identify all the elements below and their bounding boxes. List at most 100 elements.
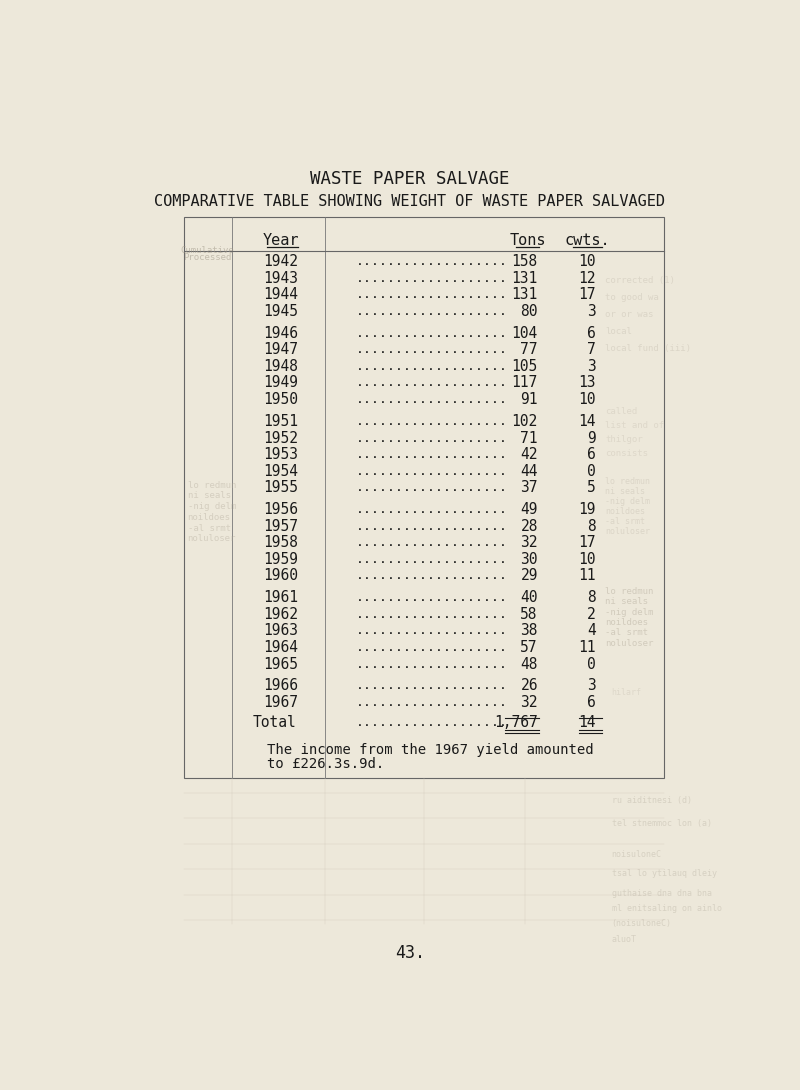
Text: 8: 8 — [587, 591, 596, 605]
Text: aluoT: aluoT — [611, 935, 637, 944]
Text: 158: 158 — [512, 254, 538, 269]
Text: ...................: ................... — [356, 481, 508, 494]
Text: 58: 58 — [520, 607, 538, 622]
Text: thilgor: thilgor — [606, 435, 643, 444]
Text: 77: 77 — [520, 342, 538, 358]
Text: 105: 105 — [512, 359, 538, 374]
Text: 57: 57 — [520, 640, 538, 655]
Text: 14: 14 — [578, 414, 596, 429]
Text: noisuloneC: noisuloneC — [611, 850, 662, 859]
Text: 1957: 1957 — [263, 519, 298, 534]
Text: ru aiditnesi (d): ru aiditnesi (d) — [611, 796, 691, 806]
Text: ...................: ................... — [356, 608, 508, 621]
Text: Total: Total — [253, 715, 296, 730]
Text: ...................: ................... — [356, 327, 508, 340]
Text: to good wa: to good wa — [606, 293, 659, 302]
Text: ...................: ................... — [356, 591, 508, 604]
Text: 6: 6 — [587, 447, 596, 462]
Text: 17: 17 — [578, 535, 596, 550]
Text: lo redmun: lo redmun — [187, 481, 236, 489]
Text: or or was: or or was — [606, 311, 654, 319]
Text: called: called — [606, 408, 638, 416]
Text: cwts.: cwts. — [565, 232, 610, 247]
Text: Processed: Processed — [183, 253, 232, 263]
Text: 1960: 1960 — [263, 568, 298, 583]
Text: 1942: 1942 — [263, 254, 298, 269]
Text: 1953: 1953 — [263, 447, 298, 462]
Text: noildoes: noildoes — [606, 507, 646, 516]
Text: 10: 10 — [578, 392, 596, 407]
Text: noluloser: noluloser — [606, 639, 654, 647]
Text: 1959: 1959 — [263, 552, 298, 567]
Text: 44: 44 — [520, 463, 538, 479]
Text: tsal lo ytilauq dleiy: tsal lo ytilauq dleiy — [611, 870, 717, 879]
Text: WASTE PAPER SALVAGE: WASTE PAPER SALVAGE — [310, 170, 510, 187]
Text: 37: 37 — [520, 481, 538, 495]
Text: -nig delm: -nig delm — [187, 502, 236, 511]
Text: 6: 6 — [587, 326, 596, 341]
Text: ...................: ................... — [356, 569, 508, 582]
Text: 28: 28 — [520, 519, 538, 534]
Text: 11: 11 — [578, 640, 596, 655]
Text: ...................: ................... — [356, 504, 508, 517]
Text: ...................: ................... — [356, 376, 508, 389]
Text: 1956: 1956 — [263, 502, 298, 517]
Text: 1958: 1958 — [263, 535, 298, 550]
Text: Cumulative: Cumulative — [181, 245, 234, 255]
Text: 1961: 1961 — [263, 591, 298, 605]
Text: ni seals: ni seals — [606, 597, 648, 606]
Text: 1962: 1962 — [263, 607, 298, 622]
Text: -al srmt: -al srmt — [606, 628, 648, 638]
Text: 0: 0 — [587, 463, 596, 479]
Text: 32: 32 — [520, 535, 538, 550]
Text: 1946: 1946 — [263, 326, 298, 341]
Text: ...................: ................... — [356, 553, 508, 566]
Text: 102: 102 — [512, 414, 538, 429]
Text: 48: 48 — [520, 656, 538, 671]
Text: -al srmt: -al srmt — [606, 517, 646, 525]
Text: 10: 10 — [578, 254, 596, 269]
Text: ...................: ................... — [356, 520, 508, 533]
Text: The income from the 1967 yield amounted: The income from the 1967 yield amounted — [266, 743, 594, 756]
Text: ...................: ................... — [356, 464, 508, 477]
Text: ...................: ................... — [356, 271, 508, 284]
Text: ...................: ................... — [356, 697, 508, 708]
Text: 8: 8 — [587, 519, 596, 534]
Text: -nig delm: -nig delm — [606, 607, 654, 617]
Text: ni seals: ni seals — [187, 492, 230, 500]
Text: 1945: 1945 — [263, 304, 298, 319]
Text: 71: 71 — [520, 431, 538, 446]
Text: 1951: 1951 — [263, 414, 298, 429]
Text: ...................: ................... — [356, 679, 508, 692]
Text: 49: 49 — [520, 502, 538, 517]
Text: ...................: ................... — [356, 625, 508, 638]
Text: 117: 117 — [512, 375, 538, 390]
Text: 131: 131 — [512, 270, 538, 286]
Text: ...................: ................... — [356, 536, 508, 549]
Text: 30: 30 — [520, 552, 538, 567]
Text: 0: 0 — [587, 656, 596, 671]
Text: ...................: ................... — [356, 289, 508, 301]
Text: 131: 131 — [512, 288, 538, 302]
Text: 43.: 43. — [395, 944, 425, 962]
Text: 7: 7 — [587, 342, 596, 358]
Text: -nig delm: -nig delm — [606, 497, 650, 506]
Text: list and of: list and of — [606, 421, 665, 431]
Text: ...................: ................... — [356, 716, 508, 729]
Text: 2: 2 — [587, 607, 596, 622]
Text: ...................: ................... — [356, 305, 508, 318]
Text: 40: 40 — [520, 591, 538, 605]
Text: 9: 9 — [587, 431, 596, 446]
Text: lo redmun: lo redmun — [606, 476, 650, 486]
Text: ...................: ................... — [356, 641, 508, 654]
Text: 3: 3 — [587, 678, 596, 693]
Text: 1954: 1954 — [263, 463, 298, 479]
Text: tel stnemmoc lon (a): tel stnemmoc lon (a) — [611, 820, 711, 828]
Text: Tons: Tons — [510, 232, 546, 247]
Text: 104: 104 — [512, 326, 538, 341]
Text: 1944: 1944 — [263, 288, 298, 302]
Text: 1950: 1950 — [263, 392, 298, 407]
Text: local fund (iii): local fund (iii) — [606, 344, 691, 353]
Text: guthaise dna dna bna: guthaise dna dna bna — [611, 888, 711, 897]
Text: 1965: 1965 — [263, 656, 298, 671]
